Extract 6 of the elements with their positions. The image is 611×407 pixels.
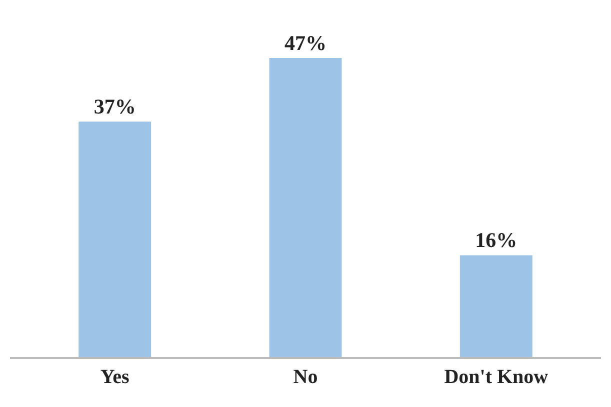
data-label: 47% xyxy=(284,30,326,55)
x-tick-label: No xyxy=(293,366,318,388)
x-tick-label: Yes xyxy=(100,366,130,388)
x-tick-label: Don't Know xyxy=(444,366,549,388)
data-label: 16% xyxy=(475,228,518,252)
data-label: 37% xyxy=(94,94,136,119)
